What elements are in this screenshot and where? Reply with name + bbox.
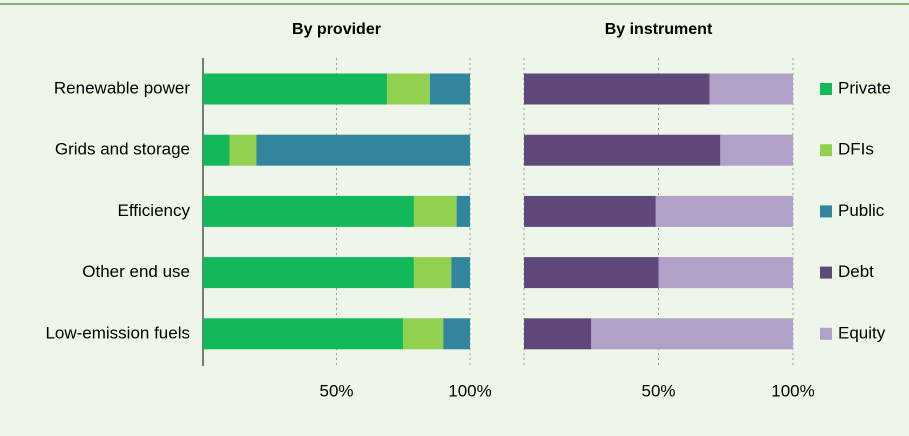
x-tick-label: 50%	[641, 381, 675, 400]
legend-label: Equity	[838, 323, 886, 342]
legend-swatch	[820, 83, 832, 95]
panel-title: By provider	[292, 21, 381, 38]
bar-segment	[229, 134, 257, 166]
legend-label: Private	[838, 78, 891, 97]
bar-segment	[403, 318, 444, 350]
category-label: Efficiency	[118, 201, 191, 220]
category-label: Low-emission fuels	[45, 323, 190, 342]
bar-segment	[203, 73, 388, 105]
bar-segment	[429, 73, 470, 105]
bar-segment	[203, 257, 414, 289]
bar-segment	[451, 257, 470, 289]
bar-segment	[413, 195, 457, 227]
x-tick-label: 100%	[771, 381, 814, 400]
panel-title: By instrument	[605, 21, 713, 38]
legend-label: DFIs	[838, 140, 874, 159]
legend-label: Public	[838, 201, 885, 220]
legend-swatch	[820, 266, 832, 279]
bar-segment	[658, 257, 793, 289]
bar-segment	[456, 195, 470, 227]
bar-segment	[413, 257, 452, 289]
category-label: Renewable power	[54, 78, 190, 97]
bar-segment	[256, 134, 470, 166]
category-label: Other end use	[82, 262, 190, 281]
bar-segment	[524, 257, 659, 289]
legend-label: Debt	[838, 262, 874, 281]
bar-segment	[524, 195, 656, 227]
bar-segment	[591, 318, 793, 350]
category-label: Grids and storage	[55, 140, 190, 159]
bar-segment	[387, 73, 430, 105]
legend-swatch	[820, 327, 832, 340]
bar-segment	[524, 318, 592, 350]
x-tick-label: 50%	[319, 381, 353, 400]
bar-segment	[709, 73, 793, 105]
legend-swatch	[820, 205, 832, 218]
bar-segment	[203, 318, 404, 350]
bar-segment	[720, 134, 793, 166]
x-tick-label: 100%	[448, 381, 491, 400]
bar-segment	[443, 318, 470, 350]
bar-segment	[655, 195, 793, 227]
bar-segment	[524, 73, 710, 105]
bar-segment	[203, 195, 414, 227]
bar-segment	[203, 134, 230, 166]
bar-segment	[524, 134, 721, 166]
legend-swatch	[820, 144, 832, 157]
